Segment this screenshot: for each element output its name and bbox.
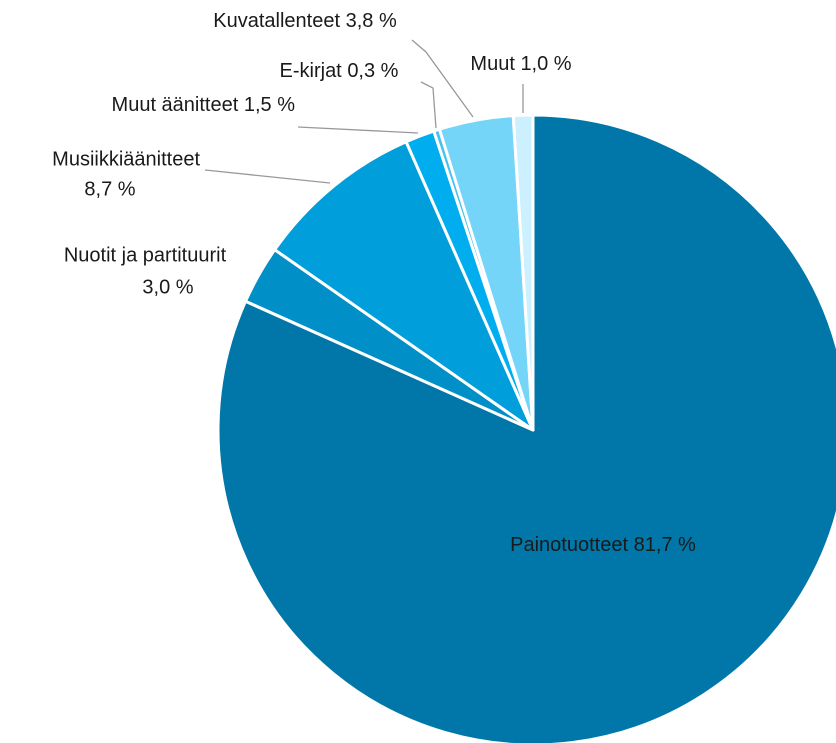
value-label: 3,0 % <box>142 276 193 298</box>
category-label: Muut <box>470 53 515 75</box>
slice-label: Painotuotteet 81,7 % <box>510 534 696 556</box>
leader-lines <box>204 39 524 184</box>
category-label: Muut äänitteet <box>112 94 239 116</box>
leader-line <box>204 169 331 184</box>
pie-slice <box>273 140 535 432</box>
value-label: 3,8 % <box>346 10 397 32</box>
slices <box>216 113 836 743</box>
category-label: Nuotit ja partituurit <box>64 244 227 266</box>
slice-label: Kuvatallenteet 3,8 % <box>213 10 397 32</box>
slice-label: Muut äänitteet 1,5 % <box>112 94 296 116</box>
leader-line <box>411 39 474 118</box>
value-label: 81,7 % <box>634 534 696 556</box>
value-label: 1,0 % <box>520 53 571 75</box>
leader-line <box>420 81 437 129</box>
category-label: E-kirjat <box>280 60 343 82</box>
value-label: 0,3 % <box>347 60 398 82</box>
category-label: Kuvatallenteet <box>213 10 340 32</box>
pie-slice <box>511 113 535 432</box>
value-label: 8,7 % <box>84 178 135 200</box>
value-label: 1,5 % <box>244 94 295 116</box>
slice-label: Muut 1,0 % <box>470 53 571 75</box>
pie-slice <box>216 113 836 743</box>
slice-label: E-kirjat 0,3 % <box>280 60 399 82</box>
category-label: Musiikkiäänitteet <box>52 148 200 170</box>
leader-line <box>297 126 419 134</box>
category-label: Painotuotteet <box>510 534 628 556</box>
